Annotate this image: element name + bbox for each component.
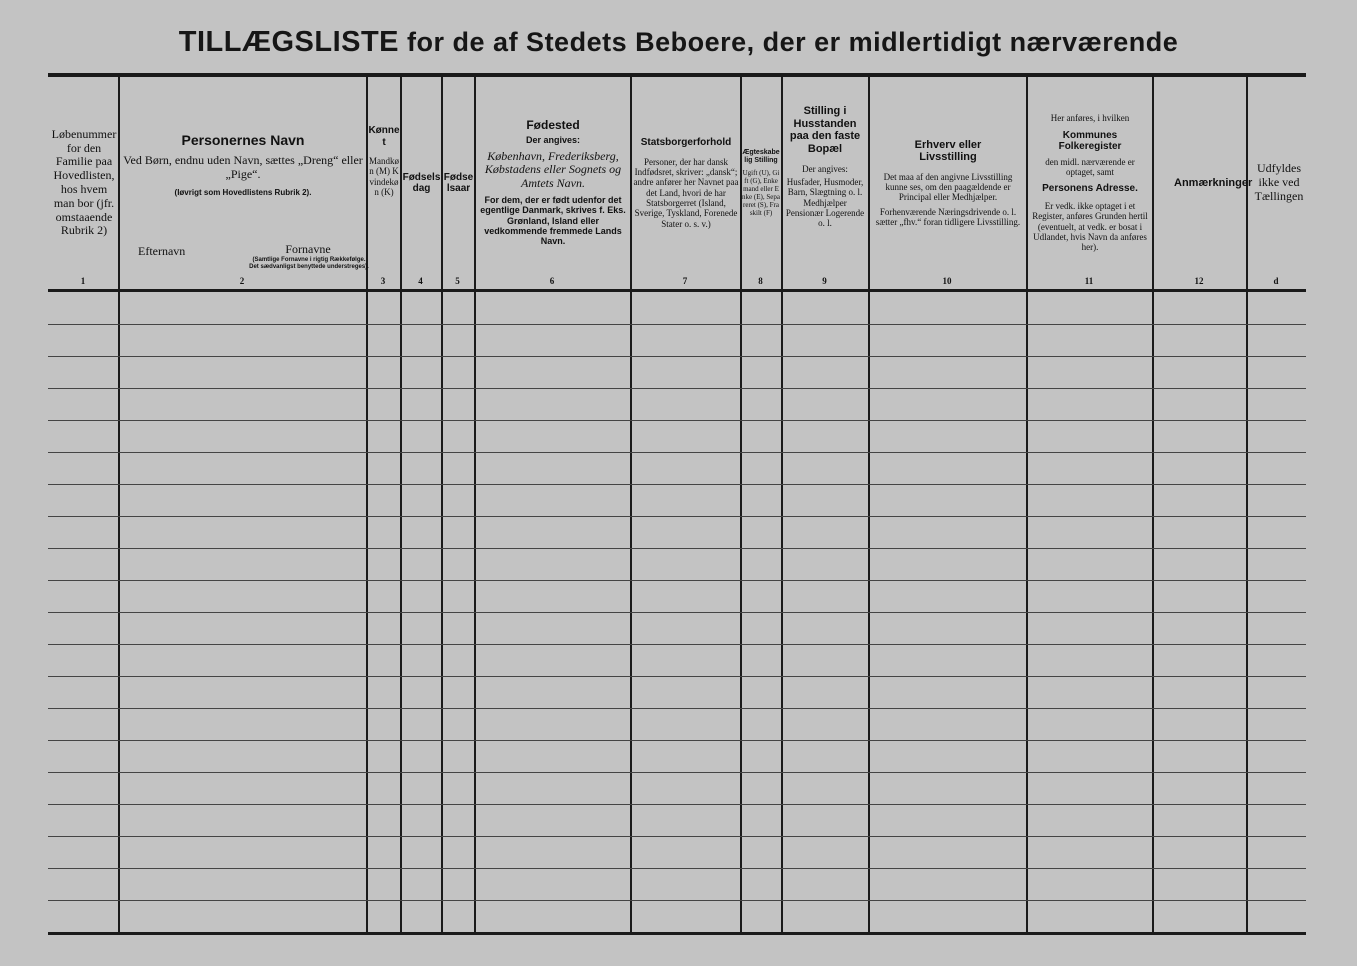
col-3-header: Kønnet Mandkøn (M) Kvindekøn (K) bbox=[368, 77, 400, 289]
column-number: 12 bbox=[1194, 276, 1204, 286]
col-11-pre: Her anføres, i hvilken bbox=[1050, 113, 1130, 124]
table-row-line bbox=[48, 708, 1306, 709]
column-divider bbox=[1246, 77, 1248, 932]
column-number: 3 bbox=[380, 276, 386, 286]
col-2-note: (Iøvrigt som Hovedlistens Rubrik 2). bbox=[174, 187, 312, 197]
col-8-header: Ægteskabelig Stilling Ugift (U), Gift (G… bbox=[742, 77, 780, 289]
table-row-line bbox=[48, 868, 1306, 869]
column-number: d bbox=[1273, 276, 1279, 286]
column-divider bbox=[1152, 77, 1154, 932]
column-number: 6 bbox=[549, 276, 555, 286]
col-10-note: Forhenværende Næringsdrivende o. l. sætt… bbox=[875, 206, 1021, 228]
column-divider bbox=[1026, 77, 1028, 932]
title-sub: for de af Stedets Beboere, der er midler… bbox=[407, 27, 1179, 57]
col-2-text: Ved Børn, endnu uden Navn, sættes „Dreng… bbox=[123, 153, 363, 181]
col-6-sub: Der angives: bbox=[525, 135, 581, 146]
column-number: 1 bbox=[80, 276, 86, 286]
title-main: TILLÆGSLISTE bbox=[178, 26, 400, 58]
table-row-line bbox=[48, 900, 1306, 901]
header-rule bbox=[48, 289, 1306, 292]
col-11-text: den midl. nærværende er optaget, samt bbox=[1045, 156, 1135, 178]
col-9-sub: Der angives: bbox=[802, 163, 848, 174]
table-row-line bbox=[48, 644, 1306, 645]
table-row-line bbox=[48, 452, 1306, 453]
col-4-header: Fødselsdag bbox=[402, 77, 441, 289]
col-5-header: Fødselsaar bbox=[443, 77, 474, 289]
col-8-text: Ugift (U), Gift (G), Enkemand eller Enke… bbox=[742, 168, 780, 218]
column-number: 9 bbox=[822, 276, 827, 286]
col-12-header: Anmærkninger bbox=[1160, 77, 1253, 289]
column-divider bbox=[474, 77, 476, 932]
col-2-efternavn: Efternavn bbox=[138, 244, 186, 258]
col-6-note: For dem, der er født udenfor det egentli… bbox=[480, 194, 626, 247]
table-row-line bbox=[48, 836, 1306, 837]
col-3-text: Mandkøn (M) Kvindekøn (K) bbox=[369, 156, 399, 198]
column-divider bbox=[740, 77, 742, 932]
col-10-header: Erhverv eller Livsstilling Det maa af de… bbox=[872, 77, 1024, 289]
column-number: 8 bbox=[758, 276, 763, 286]
col-6-heading: Fødested bbox=[526, 118, 580, 133]
col-5-heading: Fødselsaar bbox=[443, 171, 474, 195]
col-1-header: Løbenummer for den Familie paa Hovedlist… bbox=[50, 77, 118, 289]
col-9-header: Stilling i Husstanden paa den faste Bopæ… bbox=[784, 77, 866, 289]
col-1-text: Løbenummer for den Familie paa Hovedlist… bbox=[51, 126, 117, 238]
table-row-line bbox=[48, 804, 1306, 805]
table-row-line bbox=[48, 420, 1306, 421]
column-number: 5 bbox=[455, 276, 460, 286]
column-number: 2 bbox=[239, 276, 245, 286]
col-2-fornavne-note: (Samtlige Fornavne i rigtig Rækkefølge. … bbox=[249, 257, 369, 270]
table-row-line bbox=[48, 324, 1306, 325]
form-title: TILLÆGSLISTE for de af Stedets Beboere, … bbox=[0, 26, 1357, 59]
col-11-heading2: Personens Adresse. bbox=[1042, 183, 1138, 195]
col-12-heading: Anmærkninger bbox=[1174, 176, 1253, 189]
col-6-text: København, Frederiksberg, Købstadens ell… bbox=[484, 148, 622, 191]
table-row-line bbox=[48, 484, 1306, 485]
col-9-text: Husfader, Husmoder, Barn, Slægtning o. l… bbox=[785, 176, 865, 229]
col-6-header: Fødested Der angives: København, Frederi… bbox=[478, 77, 628, 289]
col-d-header: Udfyldes ikke ved Tællingen bbox=[1254, 77, 1304, 289]
col-2-header: Personernes Navn Ved Børn, endnu uden Na… bbox=[120, 77, 369, 289]
col-7-text: Personer, der har dansk Indfødsret, skri… bbox=[633, 156, 739, 229]
col-d-text: Udfyldes ikke ved Tællingen bbox=[1254, 161, 1304, 203]
col-3-heading: Kønnet bbox=[368, 125, 400, 148]
table-row-line bbox=[48, 516, 1306, 517]
table-row-line bbox=[48, 676, 1306, 677]
table-row-line bbox=[48, 580, 1306, 581]
col-11-note: Er vedk. ikke optaget i et Register, anf… bbox=[1032, 200, 1148, 253]
col-11-header: Her anføres, i hvilken Kommunes Folkereg… bbox=[1030, 77, 1150, 289]
col-7-header: Statsborgerforhold Personer, der har dan… bbox=[632, 77, 740, 289]
table-row-line bbox=[48, 612, 1306, 613]
bottom-rule bbox=[48, 932, 1306, 935]
table-row-line bbox=[48, 772, 1306, 773]
table-row-line bbox=[48, 356, 1306, 357]
column-number: 10 bbox=[942, 276, 952, 286]
col-11-heading: Kommunes Folkeregister bbox=[1058, 129, 1122, 153]
col-7-heading: Statsborgerforhold bbox=[640, 137, 732, 149]
column-divider bbox=[118, 77, 120, 932]
column-divider bbox=[630, 77, 632, 932]
col-10-text: Det maa af den angivne Livsstilling kunn… bbox=[883, 171, 1013, 203]
column-number: 7 bbox=[682, 276, 688, 286]
column-divider bbox=[868, 77, 870, 932]
col-2-fornavne: Fornavne bbox=[285, 242, 331, 256]
top-rule bbox=[48, 73, 1306, 77]
col-4-heading: Fødselsdag bbox=[402, 171, 441, 195]
col-10-heading: Erhverv eller Livsstilling bbox=[914, 138, 982, 164]
column-divider bbox=[366, 77, 368, 932]
column-divider bbox=[441, 77, 443, 932]
table-row-line bbox=[48, 740, 1306, 741]
column-number: 11 bbox=[1084, 276, 1094, 286]
column-divider bbox=[400, 77, 402, 932]
col-8-heading: Ægteskabelig Stilling bbox=[742, 148, 780, 164]
table-row-line bbox=[48, 388, 1306, 389]
col-9-heading: Stilling i Husstanden paa den faste Bopæ… bbox=[789, 105, 861, 155]
col-2-heading: Personernes Navn bbox=[181, 132, 305, 148]
column-divider bbox=[781, 77, 783, 932]
table-row-line bbox=[48, 548, 1306, 549]
column-number: 4 bbox=[418, 276, 423, 286]
